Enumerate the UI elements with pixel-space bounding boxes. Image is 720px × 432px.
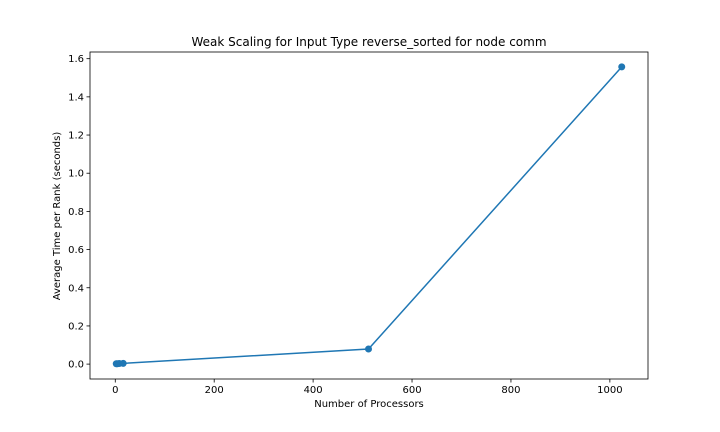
x-axis-ticks: 0 200 400 600 800 1000 [112,379,623,396]
x-axis-label: Number of Processors [314,399,424,410]
x-tick-label: 400 [304,385,323,396]
chart-title: Weak Scaling for Input Type reverse_sort… [191,35,546,49]
axes-frame [89,51,649,380]
y-tick-label: 0.2 [68,321,84,332]
y-tick-label: 1.2 [68,131,84,142]
x-tick-label: 1000 [597,385,622,396]
data-point [365,345,373,353]
y-tick-label: 1.4 [68,92,84,103]
y-axis-label: Average Time per Rank (seconds) [52,132,63,301]
x-tick-label: 0 [112,385,118,396]
x-tick-label: 800 [501,385,520,396]
data-point [618,63,626,71]
data-point [119,359,127,367]
plot-area: 0 200 400 600 800 1000 0.0 0.2 0.4 0.6 0.8 1.0 1.2 1… [68,51,649,396]
y-tick-label: 1.6 [68,54,84,65]
y-tick-label: 0.6 [68,245,84,256]
y-tick-label: 0.0 [68,360,84,371]
y-tick-label: 1.0 [68,169,84,180]
series-layer [112,63,626,368]
x-tick-label: 600 [402,385,421,396]
x-tick-label: 200 [205,385,224,396]
y-tick-label: 0.8 [68,207,84,218]
y-axis-ticks: 0.0 0.2 0.4 0.6 0.8 1.0 1.2 1.4 1.6 [68,54,90,371]
y-tick-label: 0.4 [68,283,84,294]
